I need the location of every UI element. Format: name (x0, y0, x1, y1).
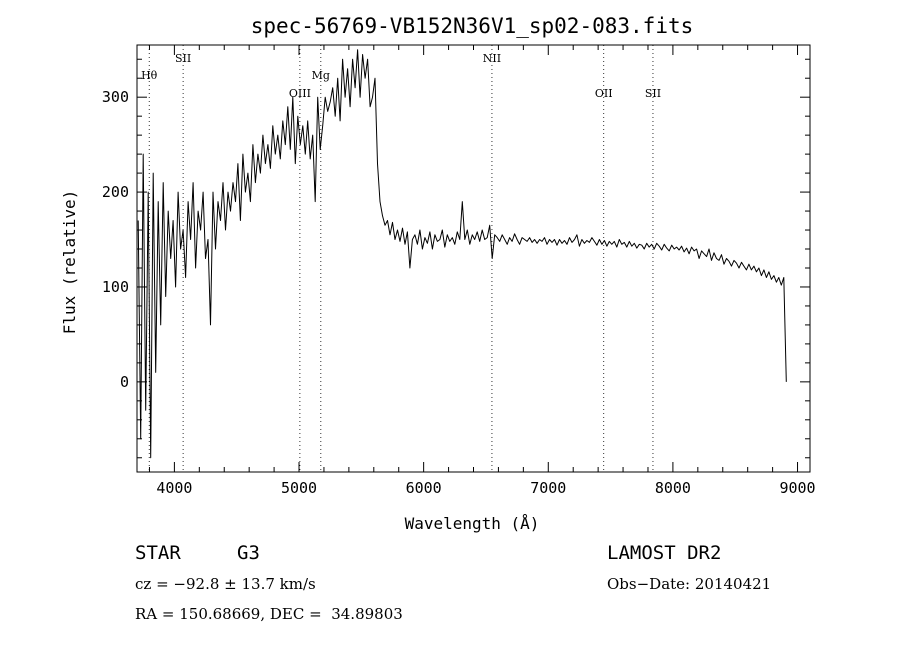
object-class: STAR (135, 542, 181, 564)
x-tick-label-5: 9000 (779, 479, 815, 497)
redshift-info: cz = −92.8 ± 13.7 km/s (135, 575, 316, 593)
spectral-line-label-3: Mg (312, 69, 330, 82)
y-tick-label-1: 100 (102, 278, 129, 296)
x-tick-label-3: 7000 (530, 479, 566, 497)
x-tick-label-2: 6000 (406, 479, 442, 497)
y-tick-label-2: 200 (102, 183, 129, 201)
axis-ticks: 4000 5000 6000 7000 8000 9000 0 100 200 300 (102, 45, 816, 497)
x-tick-label-1: 5000 (281, 479, 317, 497)
spectral-line-label-5: OII (595, 87, 613, 100)
spectrum-line (137, 49, 787, 459)
observation-date: Obs−Date: 20140421 (607, 575, 772, 593)
spectral-line-label-6: SII (645, 87, 661, 100)
y-axis-label: Flux (relative) (60, 190, 79, 335)
spectral-line-label-0: Hθ (141, 69, 158, 82)
y-tick-label-3: 300 (102, 88, 129, 106)
x-tick-label-0: 4000 (156, 479, 192, 497)
coordinates: RA = 150.68669, DEC = 34.89803 (135, 605, 403, 623)
x-axis-label: Wavelength (Å) (405, 514, 540, 533)
spectrum-series (137, 49, 787, 459)
spectral-line-label-1: SII (175, 52, 191, 65)
chart-title: spec-56769-VB152N36V1_sp02-083.fits (251, 14, 694, 38)
y-tick-label-0: 0 (120, 373, 129, 391)
plot-frame (136, 44, 811, 473)
spectral-line-label-2: OIII (289, 87, 311, 100)
object-subclass: G3 (237, 542, 260, 564)
x-tick-label-4: 8000 (655, 479, 691, 497)
spectral-line-label-4: NII (483, 52, 501, 65)
survey-name: LAMOST DR2 (607, 542, 722, 564)
